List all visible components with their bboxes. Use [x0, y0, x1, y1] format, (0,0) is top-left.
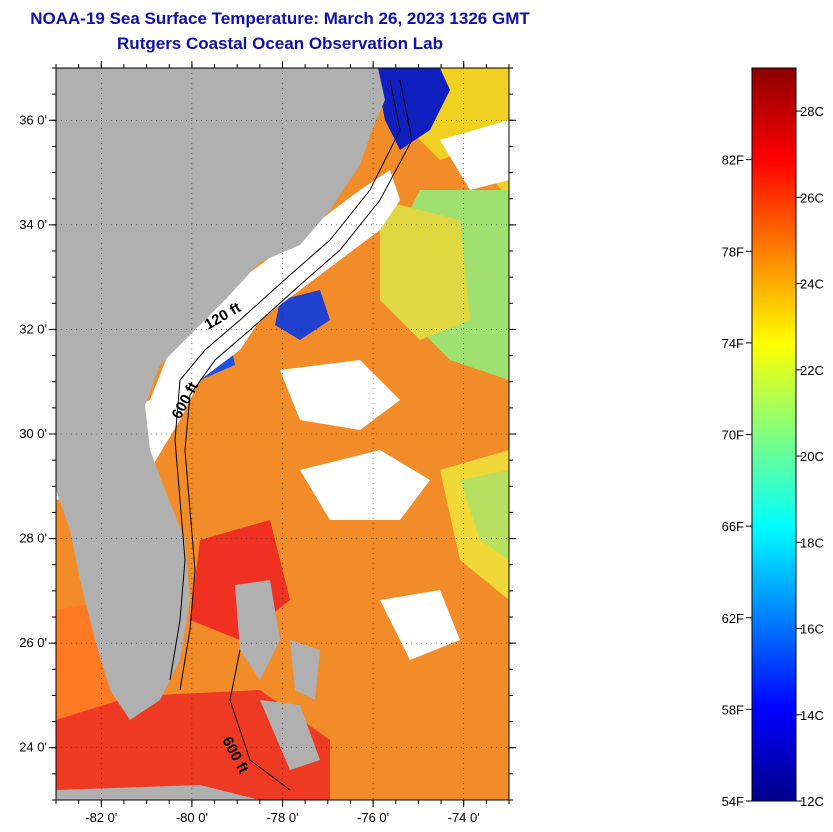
sst-patch-cold-north	[375, 68, 450, 150]
latitude-axis: 24 0' 26 0' 28 0' 30 0' 32 0' 34 0' 36 0'	[19, 67, 516, 801]
colorbar-f-label: 58F	[722, 702, 744, 717]
colorbar-f-label: 70F	[722, 428, 744, 443]
contour-120ft	[169, 79, 401, 681]
colorbar-c-label: 20C	[800, 449, 824, 464]
map-subtitle: Rutgers Coastal Ocean Observation Lab	[117, 34, 443, 53]
contour-600ft-bahamas	[229, 649, 291, 791]
colorbar-c-label: 12C	[800, 794, 824, 809]
lon-tick-label: -82 0'	[85, 810, 117, 825]
colorbar-c-label: 18C	[800, 535, 824, 550]
land-bahamas-3	[260, 700, 320, 770]
colorbar-c-label: 26C	[800, 190, 824, 205]
colorbar-f-label: 78F	[722, 244, 744, 259]
land-cuba	[56, 785, 260, 800]
colorbar-c-label: 24C	[800, 277, 824, 292]
colorbar-f-label: 82F	[722, 153, 744, 168]
colorbar-f-label: 74F	[722, 336, 744, 351]
longitude-axis: -82 0' -80 0' -78 0' -76 0' -74 0'	[55, 61, 510, 825]
colorbar-f-label: 62F	[722, 611, 744, 626]
cloud-patch-3	[440, 120, 509, 190]
sst-patch-green-se	[460, 470, 509, 560]
lon-tick-label: -76 0'	[357, 810, 389, 825]
sst-patch-yellow	[380, 200, 470, 340]
colorbar-celsius-scale: 12C 14C 16C 18C 20C 22C 24C 26C 28C	[796, 104, 824, 809]
lat-tick-label: 30 0'	[19, 426, 47, 441]
colorbar-c-label: 22C	[800, 363, 824, 378]
lat-tick-label: 32 0'	[19, 321, 47, 336]
colorbar-c-label: 28C	[800, 104, 824, 119]
land-southeast-us	[56, 68, 385, 720]
map-title: NOAA-19 Sea Surface Temperature: March 2…	[30, 9, 530, 28]
land-bahamas-1	[235, 580, 280, 680]
colorbar	[751, 67, 797, 802]
lat-tick-label: 26 0'	[19, 635, 47, 650]
sst-patch-cold-shelf	[275, 290, 330, 340]
colorbar-f-label: 54F	[722, 794, 744, 809]
colorbar-c-label: 14C	[800, 708, 824, 723]
cloud-patch-4	[380, 590, 460, 660]
lat-tick-label: 24 0'	[19, 740, 47, 755]
colorbar-c-label: 16C	[800, 622, 824, 637]
colorbar-fahrenheit-scale: 54F 58F 62F 66F 70F 74F 78F 82F	[722, 153, 752, 809]
sst-patch-red-south	[56, 690, 330, 800]
lon-tick-label: -80 0'	[176, 810, 208, 825]
contour-600ft	[179, 79, 413, 691]
colorbar-f-label: 66F	[722, 519, 744, 534]
lat-tick-label: 34 0'	[19, 217, 47, 232]
lon-tick-label: -74 0'	[448, 810, 480, 825]
lat-tick-label: 28 0'	[19, 531, 47, 546]
lon-tick-label: -78 0'	[266, 810, 298, 825]
grid-lines	[56, 68, 509, 800]
cloud-patch-2	[300, 450, 430, 520]
cloud-patch-1	[280, 360, 400, 430]
lat-tick-label: 36 0'	[19, 112, 47, 127]
land-bahamas-2	[290, 640, 320, 700]
